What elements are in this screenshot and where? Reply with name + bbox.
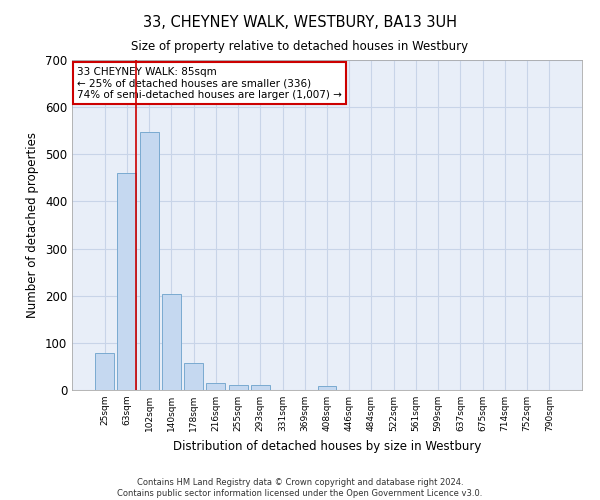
- X-axis label: Distribution of detached houses by size in Westbury: Distribution of detached houses by size …: [173, 440, 481, 452]
- Text: Contains HM Land Registry data © Crown copyright and database right 2024.
Contai: Contains HM Land Registry data © Crown c…: [118, 478, 482, 498]
- Bar: [162, 294, 181, 390]
- Bar: [317, 386, 337, 390]
- Text: 33, CHEYNEY WALK, WESTBURY, BA13 3UH: 33, CHEYNEY WALK, WESTBURY, BA13 3UH: [143, 15, 457, 30]
- Bar: [229, 386, 248, 390]
- Text: Size of property relative to detached houses in Westbury: Size of property relative to detached ho…: [131, 40, 469, 53]
- Y-axis label: Number of detached properties: Number of detached properties: [26, 132, 40, 318]
- Bar: [184, 363, 203, 390]
- Bar: [251, 386, 270, 390]
- Text: 33 CHEYNEY WALK: 85sqm
← 25% of detached houses are smaller (336)
74% of semi-de: 33 CHEYNEY WALK: 85sqm ← 25% of detached…: [77, 66, 342, 100]
- Bar: [95, 353, 114, 390]
- Bar: [206, 384, 225, 390]
- Bar: [140, 132, 158, 390]
- Bar: [118, 173, 136, 390]
